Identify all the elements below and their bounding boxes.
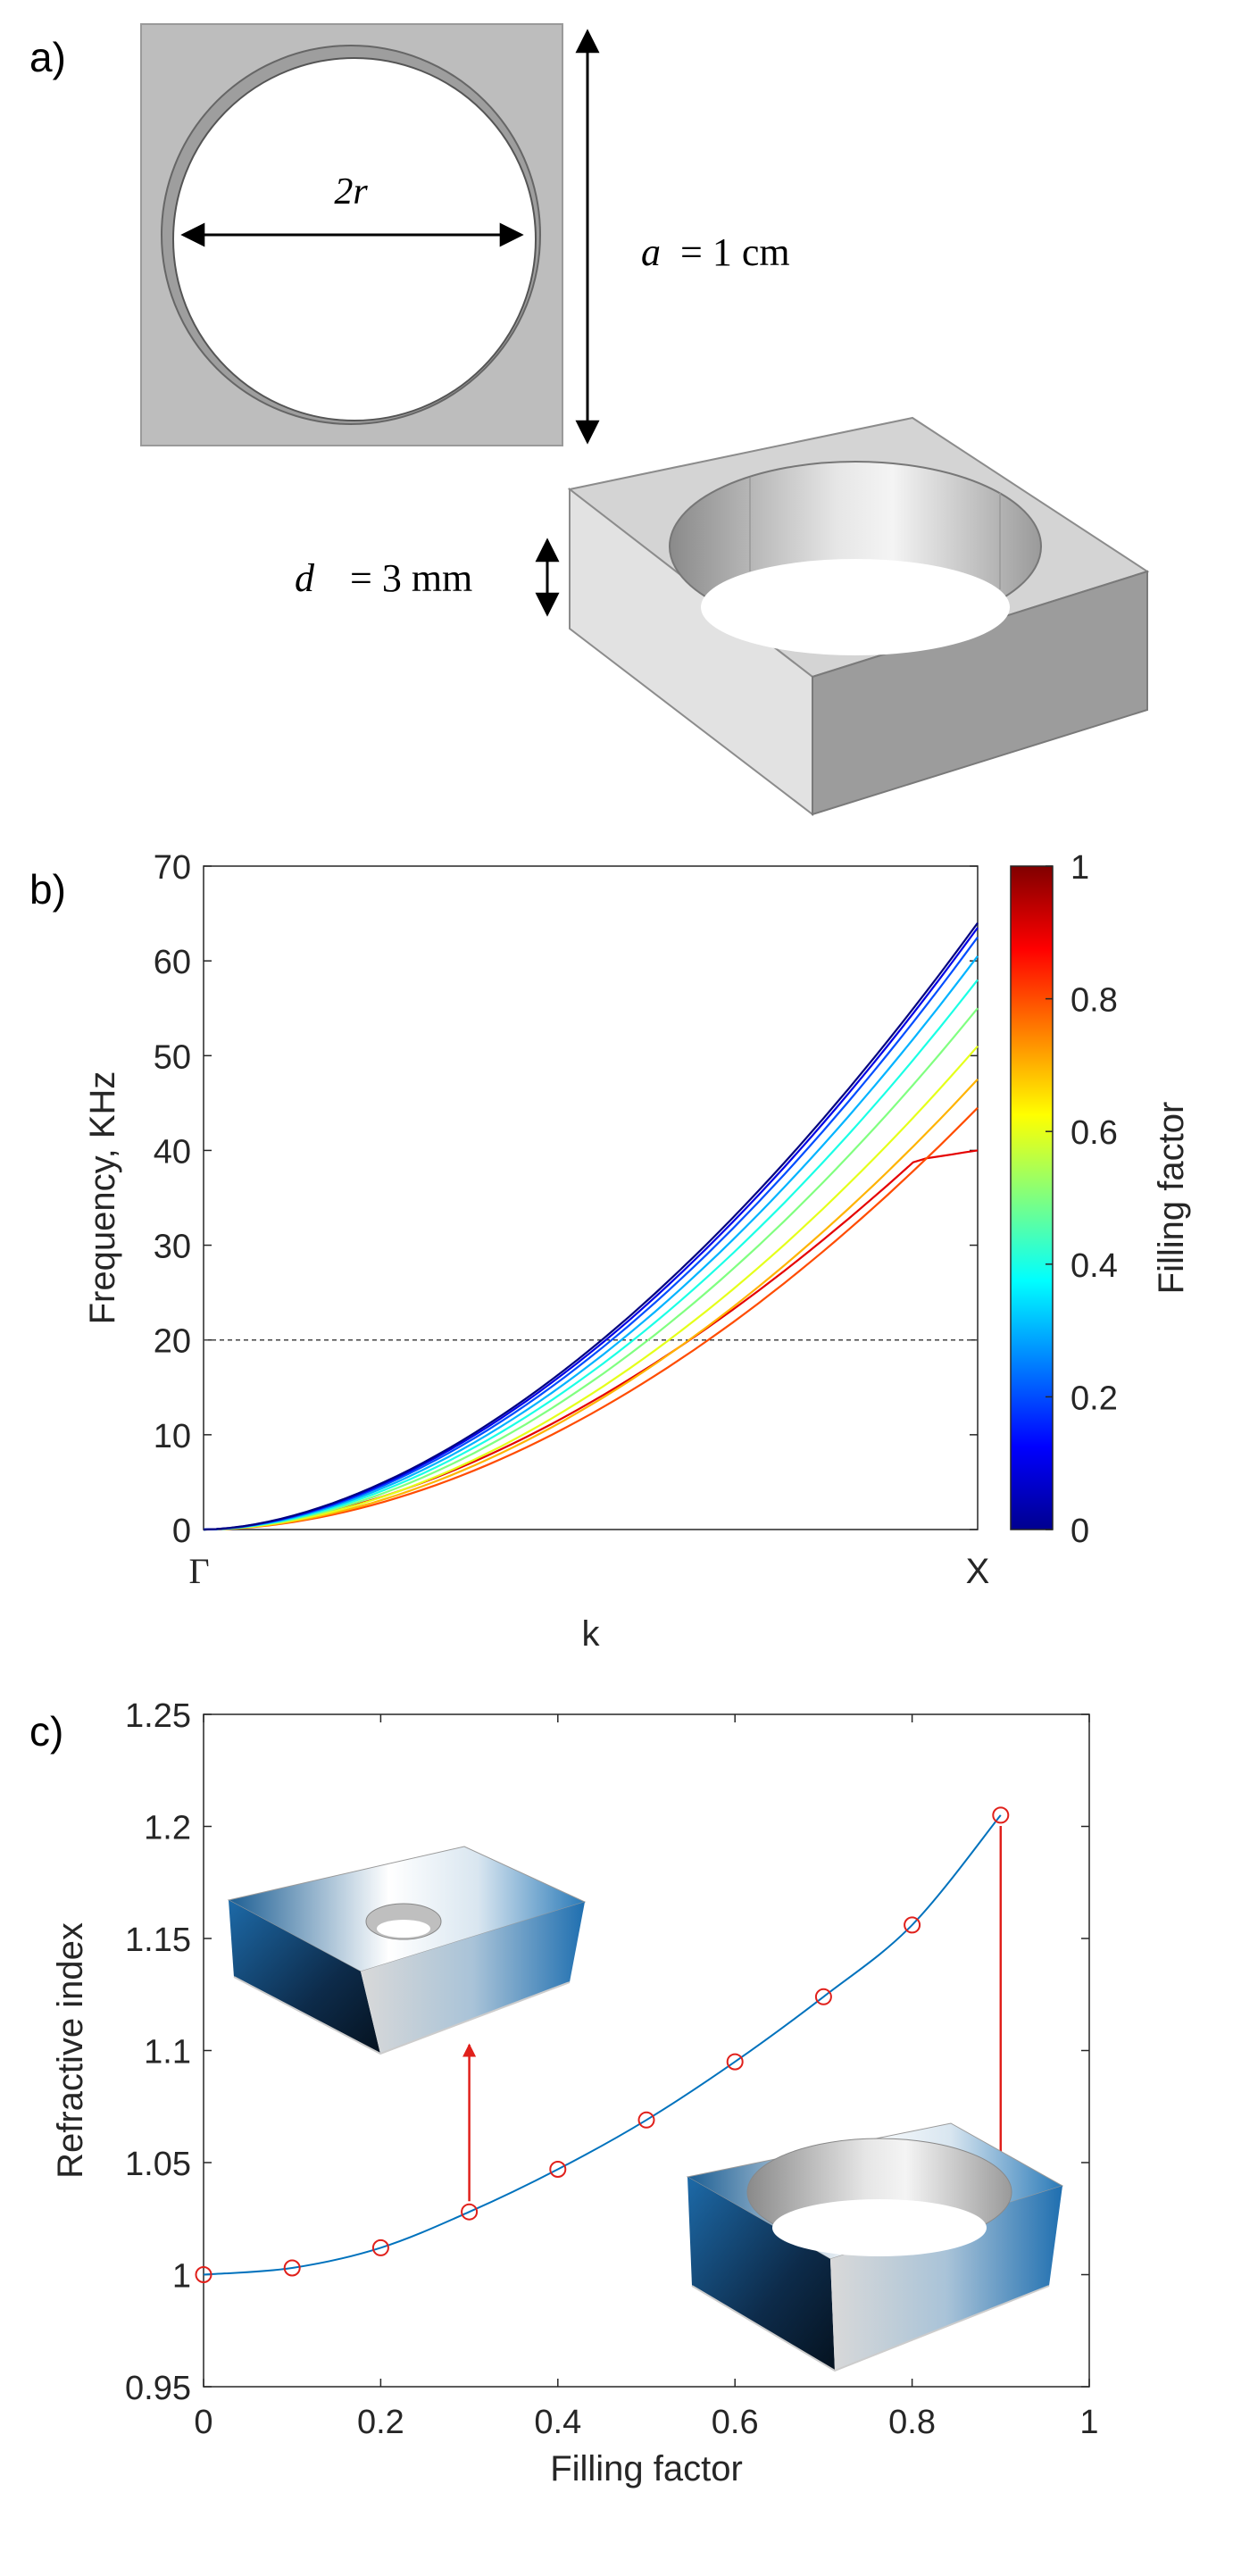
x-tick-label: 0.8 [888,2404,936,2441]
series-line-ff-0.8 [203,1106,979,1531]
data-point [283,2259,301,2277]
series-line-ff-0.7 [203,1079,979,1531]
y-tick-label: 1.05 [125,2146,191,2183]
colorbar-tick-label: 0 [1071,1513,1089,1550]
dispersion-chart: 0 10 20 30 40 50 60 70 Γ Xk Frequency, KHz 0 0.2 0.4 0… [83,849,1191,1654]
y-tick-label: 10 [154,1418,191,1455]
y-tick-label: 0.95 [125,2370,191,2407]
y-tick-label: 1.1 [144,2034,191,2072]
y-tick-label: 1.15 [125,1922,191,1959]
data-point [992,1806,1010,1824]
y-tick-label: 1 [172,2258,191,2296]
y-tick-label: 30 [154,1229,191,1266]
diameter-label: 2r [334,171,368,213]
panel-b-label: b) [29,866,66,913]
period-symbol: a [641,230,661,274]
series-line-ff-0 [203,922,979,1531]
x-tick-label: X [966,1552,990,1591]
series-line-ff-0.5 [203,1007,979,1531]
data-point [637,2111,655,2129]
colorbar-tick-label: 0.8 [1071,982,1118,1020]
data-point [195,2266,212,2283]
y-tick-label: 70 [154,849,191,887]
x-axis-label: Filling factor [550,2449,743,2488]
refractive-index-chart: 0.95 1 1.05 1.1 1.15 1.2 1.25 0 0.2 0.4 0.6 0.8 1 Fil… [51,1697,1099,2488]
colorbar-tick-label: 0.4 [1071,1247,1118,1285]
data-point [814,1988,832,2005]
series-line-ff-0.2 [203,936,979,1531]
data-point [461,2203,479,2221]
series-line-ff-0.6 [203,1045,979,1531]
x-tick-label: 0.6 [712,2404,759,2441]
x-axis-label: k [582,1614,601,1654]
x-tick-label: 0.4 [534,2404,581,2441]
x-tick-label: 0.2 [357,2404,404,2441]
y-tick-label: 0 [172,1513,191,1550]
x-tick-label: Γ [188,1551,209,1591]
thickness-value: = 3 mm [350,556,472,600]
y-axis-label: Frequency, KHz [83,1071,122,1325]
y-tick-label: 1.2 [144,1810,191,1847]
colorbar-tick-label: 0.2 [1071,1380,1118,1417]
colorbar [1010,865,1054,1530]
y-tick-label: 50 [154,1038,191,1076]
unit-cell-3d-view [567,416,1150,817]
unit-cell-top-view: 2r [140,23,563,446]
data-point [371,2238,389,2256]
thickness-symbol: d [295,556,315,600]
y-tick-label: 1.25 [125,1697,191,1735]
y-tick-label: 60 [154,944,191,981]
colorbar-tick-label: 1 [1071,849,1089,887]
data-point [726,2053,744,2071]
inset-small-hole [227,1846,587,2055]
panel-a-label: a) [29,34,66,80]
series-line-ff-0.1 [203,927,979,1531]
period-value: = 1 cm [680,230,790,274]
fit-line [203,1814,1002,2276]
inset-large-hole [686,2122,1064,2372]
colorbar-tick-label: 0.6 [1071,1114,1118,1152]
series-line-ff-0.3 [203,955,979,1531]
data-point [549,2161,567,2178]
data-point [904,1916,921,1934]
colorbar-label: Filling factor [1152,1102,1191,1295]
y-axis-label: Refractive index [51,1922,90,2179]
y-tick-label: 40 [154,1133,191,1171]
plot-frame [203,865,979,1530]
x-tick-label: 1 [1079,2404,1098,2441]
panel-c-label: c) [29,1708,63,1755]
series-line-ff-0.4 [203,979,979,1531]
x-tick-label: 0 [194,2404,212,2441]
y-tick-label: 20 [154,1323,191,1361]
